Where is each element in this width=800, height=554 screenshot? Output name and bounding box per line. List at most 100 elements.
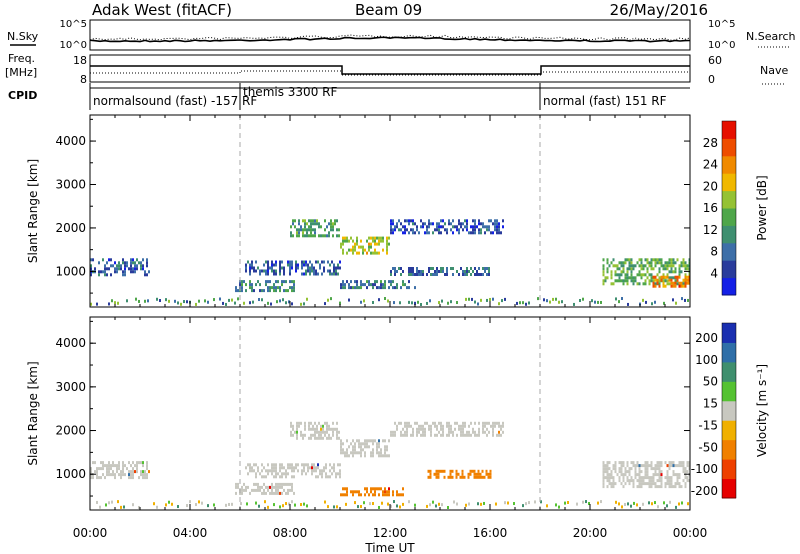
echo-cell bbox=[682, 470, 685, 474]
echo-cell bbox=[646, 258, 649, 262]
echo-cell bbox=[615, 500, 617, 504]
echo-cell bbox=[678, 476, 681, 480]
echo-cell bbox=[275, 466, 277, 470]
echo-cell bbox=[352, 448, 354, 452]
echo-cell bbox=[348, 239, 350, 243]
echo-cell bbox=[597, 501, 599, 505]
echo-cell bbox=[310, 225, 312, 229]
echo-cell bbox=[146, 273, 148, 277]
echo-cell bbox=[452, 273, 454, 276]
echo-cell bbox=[273, 475, 275, 479]
echo-cell bbox=[400, 228, 402, 232]
echo-cell bbox=[90, 264, 92, 268]
echo-cell bbox=[622, 264, 625, 268]
echo-cell bbox=[283, 472, 285, 476]
echo-cell bbox=[404, 228, 406, 232]
echo-cell bbox=[325, 463, 327, 467]
echo-cell bbox=[610, 476, 613, 480]
echo-cell bbox=[496, 225, 498, 229]
echo-cell bbox=[654, 501, 656, 505]
echo-cell bbox=[259, 472, 261, 476]
echo-cell bbox=[418, 424, 420, 428]
echo-cell bbox=[502, 430, 504, 434]
echo-cell bbox=[354, 248, 356, 252]
echo-cell bbox=[640, 264, 643, 268]
echo-cell bbox=[358, 490, 360, 494]
echo-cell bbox=[387, 502, 389, 506]
echo-cell bbox=[322, 430, 324, 434]
echo-cell bbox=[376, 487, 378, 491]
echo-cell bbox=[338, 228, 340, 232]
echo-cell bbox=[325, 475, 327, 479]
echo-cell bbox=[261, 463, 263, 467]
echo-cell bbox=[477, 502, 479, 506]
echo-cell bbox=[314, 430, 316, 434]
echo-cell bbox=[682, 479, 685, 483]
echo-cell bbox=[321, 475, 323, 479]
echo-cell bbox=[624, 473, 627, 477]
echo-cell bbox=[390, 231, 392, 235]
echo-cell bbox=[177, 505, 179, 509]
echo-cell bbox=[292, 424, 294, 428]
echo-cell bbox=[390, 280, 392, 284]
echo-cell bbox=[457, 472, 460, 476]
echo-cell bbox=[110, 473, 112, 477]
echo-cell bbox=[132, 267, 134, 271]
echo-cell bbox=[668, 278, 671, 282]
echo-cell bbox=[424, 427, 426, 431]
echo-cell bbox=[333, 272, 335, 276]
y-tick-label: 3000 bbox=[55, 178, 86, 192]
echo-cell bbox=[318, 430, 320, 434]
echo-cell bbox=[632, 479, 635, 483]
echo-cell bbox=[473, 472, 476, 476]
echo-cell bbox=[124, 267, 126, 271]
echo-cell bbox=[478, 231, 480, 235]
echo-cell bbox=[400, 222, 402, 226]
echo-cell bbox=[622, 464, 625, 468]
echo-cell bbox=[467, 475, 470, 479]
echo-cell bbox=[290, 424, 292, 428]
echo-cell bbox=[622, 479, 625, 483]
echo-cell bbox=[263, 488, 265, 492]
echo-cell bbox=[126, 264, 128, 268]
echo-cell bbox=[302, 228, 304, 232]
echo-cell bbox=[320, 225, 322, 229]
echo-cell bbox=[323, 466, 325, 470]
echo-cell bbox=[488, 273, 490, 276]
echo-cell bbox=[628, 276, 631, 280]
echo-cell bbox=[318, 234, 320, 238]
echo-cell bbox=[658, 276, 661, 280]
echo-cell bbox=[468, 502, 470, 506]
echo-cell bbox=[476, 433, 478, 437]
echo-cell bbox=[122, 461, 124, 465]
echo-cell bbox=[358, 251, 360, 255]
echo-cell bbox=[312, 222, 314, 226]
echo-cell bbox=[291, 280, 293, 284]
echo-cell bbox=[148, 470, 150, 474]
echo-cell bbox=[492, 424, 494, 428]
echo-cell bbox=[275, 286, 277, 290]
echo-cell bbox=[159, 299, 161, 303]
echo-cell bbox=[656, 258, 659, 262]
echo-cell bbox=[450, 300, 452, 304]
echo-cell bbox=[340, 439, 342, 443]
echo-cell bbox=[136, 470, 138, 474]
echo-cell bbox=[478, 421, 480, 425]
echo-cell bbox=[394, 228, 396, 232]
echo-cell bbox=[482, 273, 484, 276]
echo-cell bbox=[333, 466, 335, 470]
echo-cell bbox=[469, 472, 472, 476]
echo-cell bbox=[322, 427, 324, 431]
echo-cell bbox=[324, 219, 326, 223]
echo-cell bbox=[488, 270, 490, 273]
echo-cell bbox=[122, 273, 124, 277]
echo-cell bbox=[346, 451, 348, 455]
echo-cell bbox=[321, 272, 323, 276]
echo-cell bbox=[495, 502, 497, 506]
echo-cell bbox=[628, 258, 631, 262]
echo-cell bbox=[142, 464, 144, 468]
x-tick-label: 00:00 bbox=[73, 526, 108, 540]
echo-cell bbox=[466, 228, 468, 232]
echo-cell bbox=[672, 298, 674, 302]
echo-cell bbox=[410, 219, 412, 223]
